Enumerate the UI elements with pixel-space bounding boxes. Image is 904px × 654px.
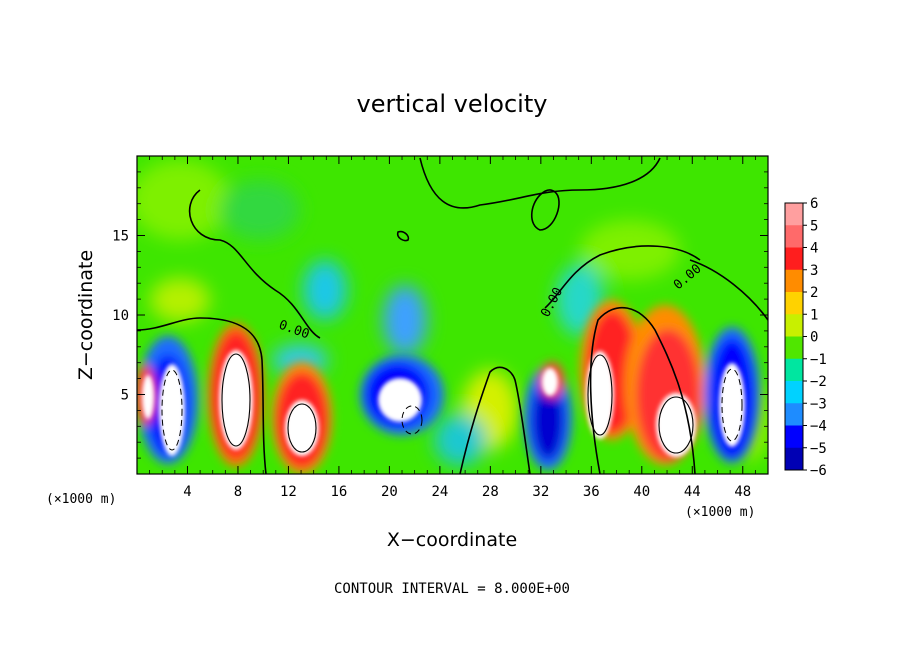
soft-field [137, 160, 768, 466]
x-tick-label: 4 [183, 484, 191, 500]
x-unit-right: (×1000 m) [685, 505, 755, 520]
y-tick-label: 10 [112, 308, 129, 324]
colorbar-swatch [785, 425, 803, 449]
colorbar: 6 5 4 3 2 1 0 −1 −2 −3 −4 −5 −6 [784, 196, 827, 479]
colorbar-label: 6 [810, 196, 818, 212]
core-max [219, 350, 253, 450]
x-axis-label: X−coordinate [387, 529, 517, 551]
field-blob [580, 220, 680, 280]
colorbar-swatch [785, 247, 803, 271]
colorbar-label: 0 [810, 330, 818, 346]
contour-line [459, 366, 531, 474]
core-max [542, 368, 558, 396]
colorbar-swatch [785, 225, 803, 248]
colorbar-swatch [785, 336, 803, 360]
contour-line [188, 189, 321, 339]
colorbar-label: 3 [810, 263, 818, 279]
x-tick-label: 28 [482, 484, 499, 500]
x-tick-label: 16 [330, 484, 347, 500]
colorbar-label: 5 [810, 218, 818, 234]
contour-line [589, 306, 696, 474]
colorbar-label: −1 [810, 352, 827, 368]
field-blob [434, 414, 486, 466]
core-max [586, 351, 614, 439]
colorbar-label: 1 [810, 307, 818, 323]
x-tick-label: 12 [280, 484, 297, 500]
contour-line [587, 354, 613, 436]
contour-line [401, 405, 423, 435]
colorbar-label: −3 [810, 396, 827, 412]
y-tick-label: 5 [121, 388, 129, 404]
colorbar-label: −4 [810, 419, 827, 435]
colorbar-swatch [785, 403, 803, 426]
cell-downdraft [532, 380, 564, 460]
colorbar-label: 4 [810, 241, 818, 257]
zero-contours [137, 157, 768, 474]
colorbar-label: 2 [810, 285, 818, 301]
core-max [719, 363, 745, 447]
negative-contours [161, 368, 743, 451]
plot-field [137, 156, 768, 474]
colorbar-label: −5 [810, 441, 827, 457]
core-max [656, 393, 696, 457]
core-max [142, 375, 154, 419]
field-blob [303, 260, 347, 320]
contour-line [544, 245, 701, 309]
contour-line [161, 369, 183, 451]
x-tick-label: 40 [633, 484, 650, 500]
colorbar-swatch [785, 203, 803, 226]
x-tick-label: 20 [381, 484, 398, 500]
x-tick-label: 32 [532, 484, 549, 500]
colorbar-swatch [785, 358, 803, 382]
contour-line [137, 317, 267, 474]
field-blob [220, 180, 300, 240]
contour-line [689, 259, 768, 321]
x-tick-label: 8 [234, 484, 242, 500]
contour-interval-note: CONTOUR INTERVAL = 8.000E+00 [334, 581, 570, 597]
colorbar-swatch [785, 314, 803, 337]
contour-line [396, 230, 410, 242]
core-contours [221, 353, 694, 454]
x-unit-left: (×1000 m) [46, 492, 116, 507]
contour-line [721, 368, 743, 442]
x-tick-label: 44 [684, 484, 701, 500]
colorbar-swatch [785, 447, 803, 471]
field-blob [150, 278, 210, 322]
field-blob [383, 285, 427, 355]
x-tick-label: 36 [583, 484, 600, 500]
colorbar-swatch [785, 292, 803, 315]
chart-title: vertical velocity [357, 90, 548, 118]
core-max [378, 378, 422, 422]
core-max [285, 400, 319, 456]
colorbar-label: −2 [810, 374, 827, 390]
y-tick-label: 15 [112, 229, 129, 245]
field-blob [137, 160, 230, 240]
colorbar-label: −6 [810, 463, 827, 479]
x-tick-label: 48 [734, 484, 751, 500]
colorbar-swatch [785, 381, 803, 404]
contour-line [530, 189, 560, 231]
contour-line [221, 353, 251, 447]
y-axis-label: Z−coordinate [75, 250, 97, 380]
contour-line [419, 157, 661, 209]
colorbar-swatch [785, 269, 803, 293]
contour-line [287, 403, 317, 453]
x-tick-label: 24 [431, 484, 448, 500]
core-max [159, 364, 185, 456]
contour-line [658, 396, 694, 454]
